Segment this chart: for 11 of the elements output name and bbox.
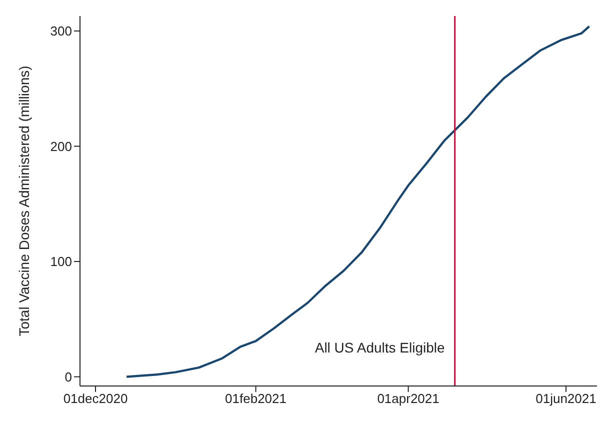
y-tick-label: 200: [50, 138, 72, 154]
y-tick-label: 100: [50, 254, 72, 270]
y-axis-title: Total Vaccine Doses Administered (millions): [16, 66, 32, 336]
y-tick-label: 0: [64, 369, 72, 384]
line-series: [125, 25, 590, 378]
x-tick-label: 01apr2021: [377, 391, 440, 406]
y-tick-label: 300: [50, 24, 72, 39]
x-tick-label: 01jun2021: [536, 391, 596, 406]
x-tick-label: 01dec2020: [63, 391, 128, 406]
ref-line-label: All US Adults Eligible: [314, 340, 446, 356]
x-tick-label: 01feb2021: [225, 391, 287, 406]
